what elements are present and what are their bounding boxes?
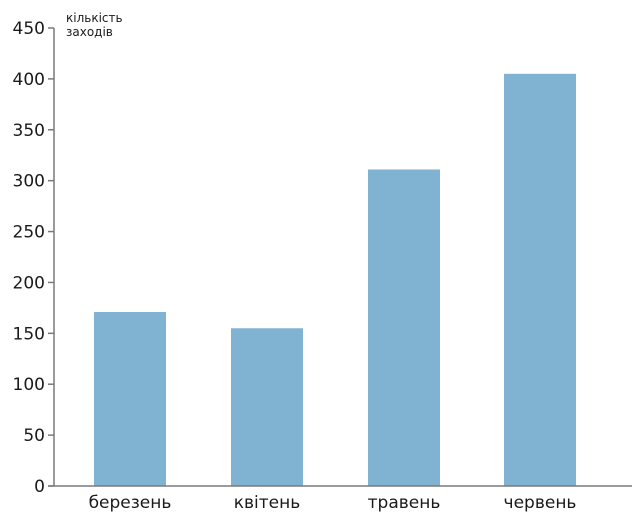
y-ticks-group: 0 50 100 150 200 250 300 350 400 450 (13, 19, 54, 497)
bar-березень (94, 311, 166, 486)
y-tick-label: 200 (13, 273, 45, 293)
y-tick-label: 350 (13, 121, 45, 141)
y-tick-label: 0 (34, 477, 45, 497)
y-tick-label: 250 (13, 223, 45, 243)
x-tick-label: квітень (234, 493, 301, 513)
bar-червень (504, 73, 576, 487)
x-ticks-group: березень квітень травень червень (89, 493, 577, 513)
x-tick-label: березень (89, 493, 172, 513)
y-tick-label: 100 (13, 375, 45, 395)
bar-травень (368, 169, 440, 486)
y-axis-label-line-1: кількість (66, 11, 123, 25)
y-axis-label-line-2: заходів (66, 25, 113, 39)
bars-group (94, 73, 576, 487)
y-axis-label: кількість заходів (66, 7, 128, 39)
bar-квітень (231, 328, 303, 486)
y-tick-label: 300 (13, 172, 45, 192)
axes-group (48, 28, 632, 487)
x-tick-label: червень (504, 493, 577, 513)
y-tick-label: 450 (13, 19, 45, 39)
x-tick-label: травень (368, 493, 441, 513)
y-tick-label: 150 (13, 324, 45, 344)
y-tick-label: 50 (23, 426, 45, 446)
y-tick-label: 400 (13, 70, 45, 90)
